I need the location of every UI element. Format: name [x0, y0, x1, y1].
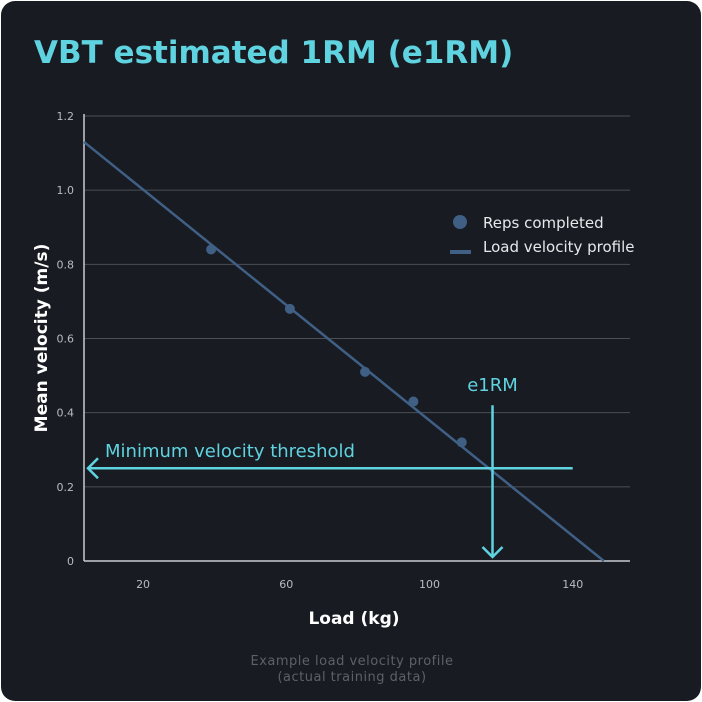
data-point [456, 437, 467, 448]
arrow-down-icon [481, 546, 504, 559]
data-point [284, 303, 295, 314]
x-tick-label: 20 [136, 578, 150, 591]
x-tick-label: 60 [279, 578, 293, 591]
chart-caption: Example load velocity profile (actual tr… [1, 654, 701, 686]
data-point [360, 366, 371, 377]
data-point [206, 244, 217, 255]
caption-line-2: (actual training data) [277, 670, 427, 685]
caption-line-1: Example load velocity profile [250, 654, 454, 669]
y-tick-label: 0.8 [57, 258, 75, 271]
chart-title: VBT estimated 1RM (e1RM) [34, 35, 514, 71]
y-tick-label: 0.2 [57, 481, 75, 494]
legend-label: Reps completed [483, 214, 604, 232]
legend-marker-scatter [453, 215, 467, 229]
y-tick-label: 0.4 [57, 407, 75, 420]
x-tick-label: 100 [419, 578, 440, 591]
arrow-left-icon [86, 457, 99, 480]
data-point [408, 396, 419, 407]
x-axis-label: Load (kg) [308, 609, 399, 629]
y-tick-label: 1.0 [57, 184, 75, 197]
y-axis-label: Mean velocity (m/s) [32, 244, 52, 433]
e1rm-label: e1RM [467, 375, 518, 396]
y-tick-label: 0 [67, 555, 74, 568]
legend-label: Load velocity profile [483, 238, 635, 256]
x-tick-label: 140 [562, 578, 583, 591]
y-tick-label: 0.6 [57, 333, 75, 346]
y-tick-label: 1.2 [57, 110, 75, 123]
load-velocity-line [83, 140, 605, 562]
threshold-label: Minimum velocity threshold [105, 441, 355, 462]
